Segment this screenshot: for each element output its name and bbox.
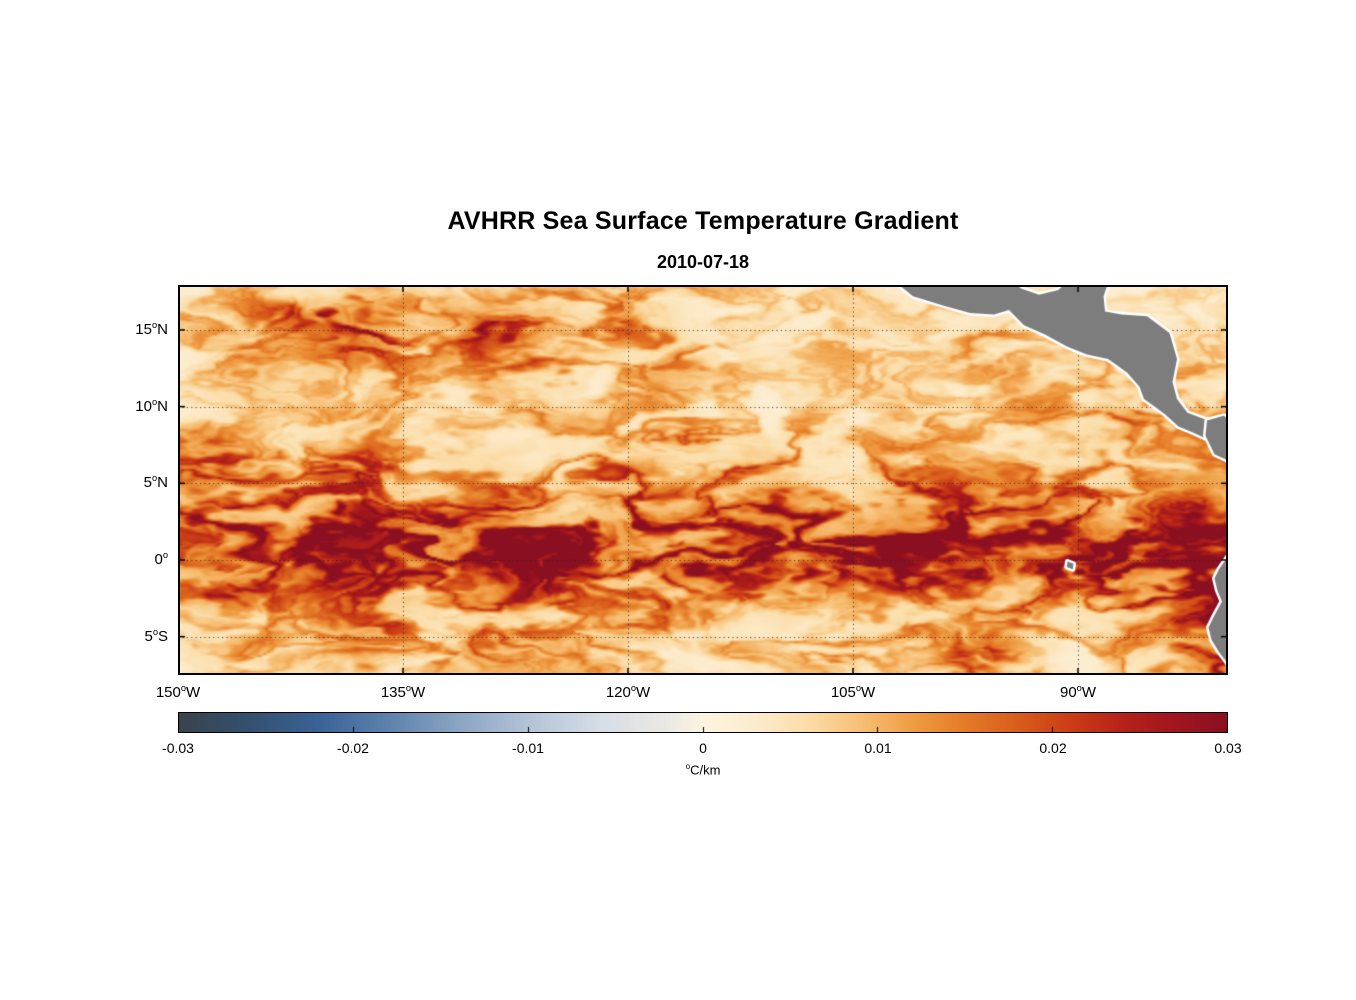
y-tick-label: 5oS <box>144 626 168 645</box>
y-tick-label: 5oN <box>143 473 168 492</box>
x-tick-label: 150oW <box>155 683 201 701</box>
colorbar-tick-label: 0.03 <box>1214 740 1242 756</box>
map-plot-area <box>178 285 1228 675</box>
colorbar-tick-label: 0.02 <box>1039 740 1067 756</box>
y-tick-label: 15oN <box>135 319 168 338</box>
colorbar-tick-label: 0.01 <box>864 740 892 756</box>
y-tick-label: 0o <box>154 549 168 568</box>
x-tick-label: 105oW <box>830 683 876 701</box>
sst-gradient-heatmap <box>178 285 1228 675</box>
x-tick-label: 90oW <box>1059 683 1097 701</box>
colorbar-unit-label: oC/km <box>685 762 721 778</box>
y-axis-tick-labels: 15oN 10oN 5oN 0o 5oS <box>0 0 170 700</box>
chart-subtitle: 2010-07-18 <box>656 252 750 272</box>
colorbar-tick-label: 0 <box>699 740 707 756</box>
x-tick-label: 120oW <box>605 683 651 701</box>
colorbar-tick-label: -0.01 <box>512 740 544 756</box>
colorbar-tick-label: -0.02 <box>337 740 369 756</box>
x-tick-label: 135oW <box>380 683 426 701</box>
chart-title: AVHRR Sea Surface Temperature Gradient <box>447 207 959 235</box>
y-tick-label: 10oN <box>135 396 168 415</box>
colorbar-tick-label: -0.03 <box>162 740 194 756</box>
colorbar <box>178 712 1228 733</box>
colorbar-gradient <box>178 712 1228 733</box>
